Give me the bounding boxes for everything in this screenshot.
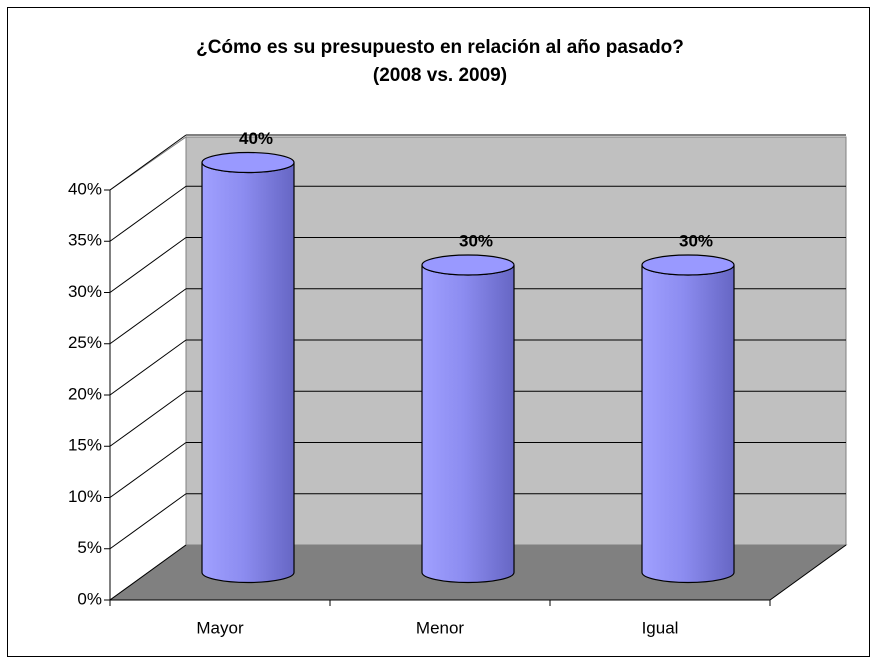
y-tick-label: 10% bbox=[68, 487, 102, 506]
grid-line bbox=[109, 493, 187, 550]
bar bbox=[641, 264, 735, 584]
chart-title: ¿Cómo es su presupuesto en relación al a… bbox=[196, 37, 684, 58]
bar-top bbox=[421, 254, 515, 276]
bar bbox=[201, 162, 295, 584]
y-tick-label: 25% bbox=[68, 333, 102, 352]
grid-line bbox=[109, 390, 187, 447]
x-tick-label: Igual bbox=[642, 618, 679, 637]
y-tick-label: 35% bbox=[68, 231, 102, 250]
bar bbox=[421, 264, 515, 584]
y-tick-label: 20% bbox=[68, 384, 102, 403]
grid-line bbox=[109, 442, 187, 498]
y-tick-label: 0% bbox=[77, 589, 102, 608]
side-wall bbox=[109, 136, 187, 601]
grid-line bbox=[109, 237, 187, 293]
y-tick-label: 30% bbox=[68, 282, 102, 301]
value-label: 30% bbox=[679, 231, 713, 250]
y-tick-label: 40% bbox=[68, 179, 102, 198]
y-tick-label: 15% bbox=[68, 436, 102, 455]
y-tick-label: 5% bbox=[77, 538, 102, 557]
floor-edge bbox=[769, 544, 847, 601]
bar-top bbox=[641, 254, 735, 276]
x-tick-label: Mayor bbox=[196, 618, 244, 637]
grid-line bbox=[109, 544, 187, 601]
grid-line bbox=[109, 339, 187, 396]
value-label: 30% bbox=[459, 231, 493, 250]
grid-line bbox=[109, 185, 187, 242]
chart-title: (2008 vs. 2009) bbox=[373, 65, 507, 86]
bar-top bbox=[201, 151, 295, 174]
value-label: 40% bbox=[239, 129, 273, 148]
grid-line bbox=[109, 134, 187, 191]
x-tick-label: Menor bbox=[416, 618, 465, 637]
grid-line bbox=[109, 288, 187, 345]
